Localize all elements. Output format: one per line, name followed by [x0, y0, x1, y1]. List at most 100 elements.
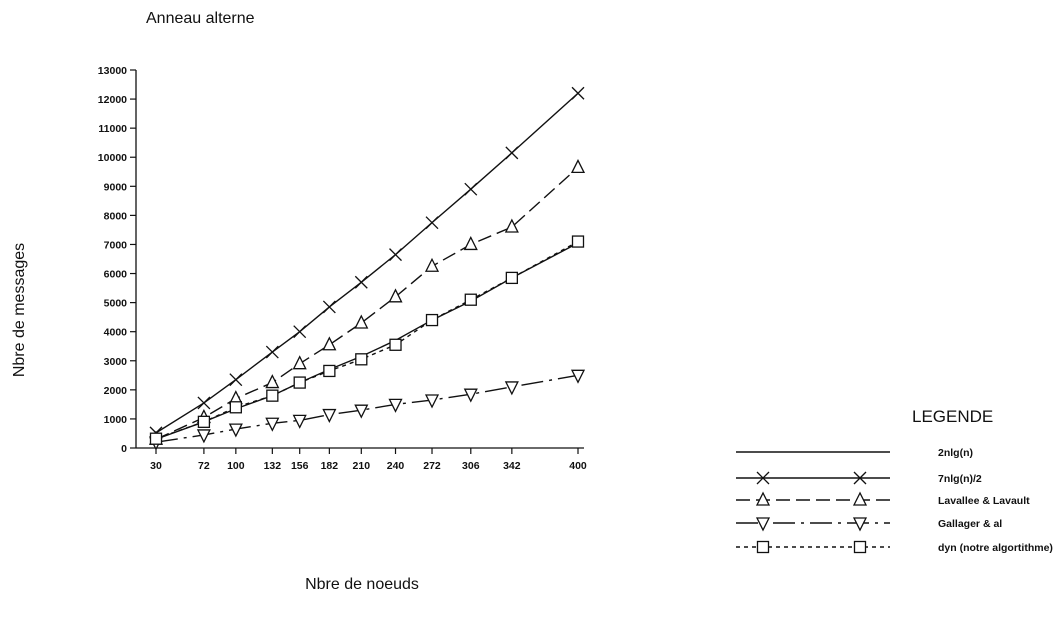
x-tick-label: 240	[387, 460, 405, 472]
data-point-marker	[424, 257, 440, 272]
data-point-marker-stroke-b	[571, 86, 585, 100]
data-point-marker	[323, 364, 336, 378]
data-point-marker	[322, 336, 337, 351]
data-point-marker	[197, 415, 211, 428]
data-point-marker	[354, 314, 369, 329]
legend: 2nlg(n) 7nlg(n)/2 Lavallee & Lavault Gallag…	[736, 447, 1053, 554]
data-point-marker-stroke-b	[389, 248, 402, 262]
data-point-marker	[149, 432, 163, 445]
data-point-marker-stroke-b	[197, 396, 211, 410]
data-point-marker-stroke-b	[354, 275, 368, 289]
legend-item-1: 2nlg(n)	[736, 447, 973, 459]
y-tick-label: 3000	[104, 356, 128, 368]
series-3	[148, 158, 586, 445]
legend-item-5: dyn (notre algortithme)	[736, 540, 1053, 554]
y-axis-label: Nbre de messages	[11, 243, 28, 377]
y-tick-label: 2000	[104, 385, 128, 397]
data-point-marker	[354, 404, 369, 419]
y-tick-label: 6000	[104, 269, 128, 281]
legend-marker-stroke-b	[853, 471, 867, 485]
data-point-marker	[463, 388, 478, 403]
data-point-marker-stroke-b	[425, 216, 439, 230]
legend-label: Lavallee & Lavault	[938, 495, 1030, 507]
legend-marker	[755, 517, 771, 532]
y-tick-label: 1000	[104, 414, 128, 426]
legend-marker-stroke-b	[756, 471, 770, 485]
x-tick-label: 306	[462, 460, 480, 472]
data-point-marker	[388, 288, 403, 303]
data-point-marker	[196, 429, 211, 444]
x-tick-label: 342	[503, 460, 521, 472]
x-tick-label: 30	[150, 460, 162, 472]
y-tick-label: 13000	[98, 65, 127, 77]
data-point-marker	[322, 408, 337, 424]
y-tick-label: 4000	[104, 327, 128, 339]
legend-marker	[852, 491, 868, 506]
legend-marker	[853, 540, 867, 554]
data-point-marker	[464, 293, 477, 306]
data-point-marker	[355, 353, 368, 366]
y-tick-label: 10000	[98, 152, 127, 164]
data-point-marker-stroke-b	[265, 345, 279, 359]
y-tick-label: 8000	[104, 210, 128, 222]
x-tick-label: 156	[291, 460, 309, 472]
data-point-marker	[425, 313, 439, 327]
axes: 0 1000 2000 3000 4000 5000 6000 7000 8000 9000 100…	[98, 65, 587, 472]
data-point-marker	[570, 369, 586, 384]
legend-label: dyn (notre algortithme)	[938, 542, 1053, 554]
data-point-marker	[292, 414, 307, 429]
x-tick-label: 100	[227, 460, 245, 472]
data-point-marker	[570, 158, 586, 174]
data-point-marker	[228, 423, 243, 438]
data-point-marker	[463, 236, 478, 251]
y-tick-label: 9000	[104, 181, 128, 193]
data-point-marker	[571, 235, 585, 248]
y-tick-label: 5000	[104, 298, 128, 310]
legend-label: 2nlg(n)	[938, 447, 973, 459]
legend-marker	[755, 491, 771, 506]
x-tick-label: 210	[353, 460, 371, 472]
data-point-marker	[292, 355, 307, 370]
data-point-marker	[504, 218, 519, 233]
legend-item-3: Lavallee & Lavault	[736, 491, 1030, 507]
legend-label: 7nlg(n)/2	[938, 473, 982, 485]
legend-label: Gallager & al	[938, 518, 1002, 530]
y-tick-label: 0	[121, 443, 127, 455]
x-tick-label: 400	[569, 460, 587, 472]
series-line	[155, 374, 579, 443]
data-point-marker	[424, 394, 440, 409]
x-tick-label: 182	[321, 460, 339, 472]
data-point-marker	[505, 271, 518, 285]
data-point-marker	[293, 376, 306, 389]
series-4	[148, 369, 586, 451]
x-axis-label: Nbre de noeuds	[305, 576, 419, 593]
data-point-marker-stroke-b	[322, 300, 336, 314]
series-5	[149, 235, 585, 445]
data-point-marker-stroke-b	[505, 146, 519, 160]
data-point-marker-stroke-b	[464, 182, 478, 196]
data-point-marker	[266, 389, 279, 402]
legend-marker	[852, 517, 868, 532]
y-tick-label: 12000	[98, 94, 127, 106]
data-point-marker-stroke-b	[293, 325, 307, 339]
data-point-marker	[265, 417, 280, 432]
data-point-marker	[388, 398, 403, 413]
y-tick-label: 11000	[98, 123, 127, 135]
y-tick-label: 7000	[104, 239, 128, 251]
legend-item-4: Gallager & al	[736, 517, 1002, 532]
chart-title: Anneau alterne	[146, 10, 255, 27]
data-point-marker	[389, 338, 402, 351]
data-point-marker	[229, 401, 242, 414]
series-line	[155, 166, 579, 440]
legend-title: LEGENDE	[912, 407, 993, 426]
data-point-marker-stroke-b	[229, 373, 243, 387]
data-point-marker	[265, 374, 280, 389]
series-group	[148, 86, 586, 451]
series-2	[149, 86, 585, 440]
legend-marker	[756, 540, 770, 554]
legend-item-2: 7nlg(n)/2	[736, 471, 982, 485]
data-point-marker	[504, 381, 519, 396]
x-tick-label: 272	[423, 460, 441, 472]
x-tick-label: 72	[198, 460, 210, 472]
